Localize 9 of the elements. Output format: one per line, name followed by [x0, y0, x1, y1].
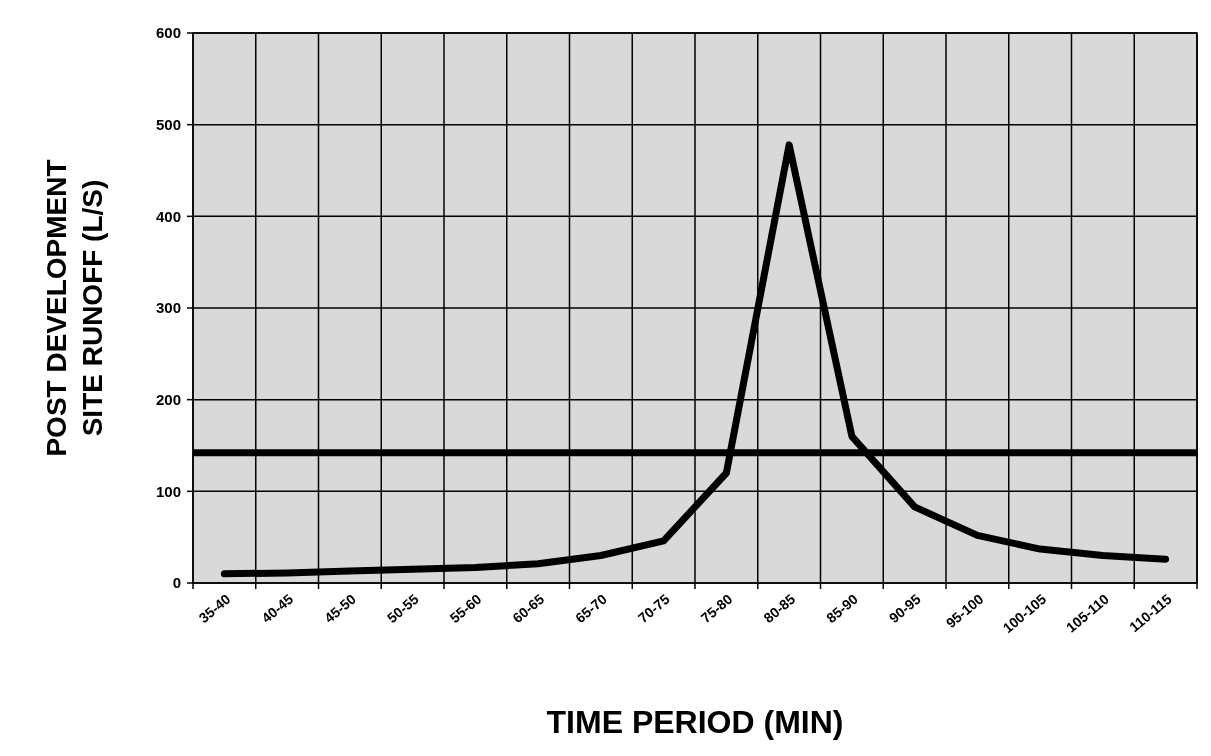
y-tick-label: 200	[155, 390, 181, 408]
y-tick-label: 400	[155, 207, 181, 225]
x-axis-title: TIME PERIOD (MIN)	[546, 704, 844, 740]
y-axis-title: POST DEVELOPMENT SITE RUNOFF (L/S)	[41, 159, 108, 457]
y-tick-label: 300	[155, 299, 181, 317]
y-tick-label: 0	[172, 574, 181, 592]
y-tick-label: 600	[155, 24, 181, 42]
y-tick-label: 100	[155, 482, 181, 500]
y-tick-label: 500	[155, 115, 181, 133]
